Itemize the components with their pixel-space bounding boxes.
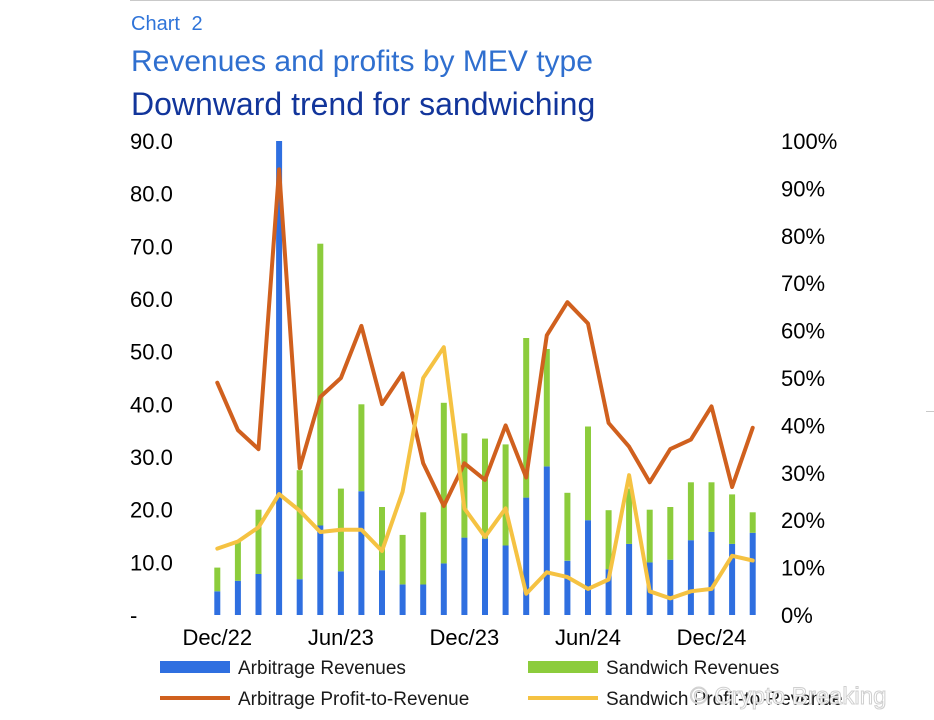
x-axis-tick-label: Jun/23 — [308, 625, 374, 650]
x-axis: Dec/22 Jun/23 Dec/23 Jun/24 Dec/24 — [182, 625, 746, 650]
left-axis: - 10.0 20.0 30.0 40.0 50.0 60.0 70.0 80.0 90.0 — [130, 129, 173, 628]
sandwich-revenue-bar — [708, 482, 715, 532]
sandwich-revenue-bar — [667, 507, 674, 560]
arbitrage-revenue-bar — [523, 497, 530, 615]
arbitrage-revenue-bar — [605, 569, 612, 615]
arbitrage-profit-line — [215, 167, 755, 508]
left-axis-tick-label: 30.0 — [130, 445, 173, 470]
arbitrage-revenue-bar — [482, 538, 488, 615]
sandwich-revenue-bar — [749, 512, 756, 533]
chart-subtitle: Revenues and profits by MEV type — [131, 45, 593, 78]
sandwich-revenue-bar — [729, 494, 736, 544]
watermark: © Crypto Breaking — [690, 683, 886, 710]
top-divider — [130, 0, 934, 1]
sandwich-profit-line — [215, 345, 755, 601]
bar-layer — [214, 141, 756, 615]
sandwich-revenue-bar — [543, 349, 550, 467]
left-axis-tick-label: 60.0 — [130, 287, 173, 312]
sandwich-revenue-bar — [626, 488, 633, 544]
arbitrage-revenue-bar — [440, 563, 447, 615]
sandwich-revenue-bar — [564, 492, 571, 561]
right-axis-tick-label: 90% — [781, 176, 825, 201]
left-axis-tick-label: - — [130, 603, 137, 628]
left-axis-tick-label: 90.0 — [130, 129, 173, 154]
right-axis-tick-label: 100% — [781, 129, 837, 154]
left-axis-tick-label: 70.0 — [130, 234, 173, 259]
arbitrage-revenue-bar — [708, 531, 715, 615]
x-axis-tick-label: Dec/23 — [430, 625, 500, 650]
legend-label: Sandwich Revenues — [606, 658, 779, 679]
right-axis-tick-label: 20% — [781, 508, 825, 533]
sandwich-revenue-bar — [461, 433, 468, 538]
left-axis-tick-label: 20.0 — [130, 498, 173, 523]
arbitrage-revenue-bar — [729, 543, 736, 615]
right-axis-tick-label: 10% — [781, 556, 825, 581]
arbitrage-revenue-bar — [234, 580, 241, 615]
x-axis-tick-label: Jun/24 — [555, 625, 621, 650]
arbitrage-revenue-bar — [317, 525, 324, 615]
arbitrage-revenue-bar — [296, 579, 303, 615]
sandwich-revenue-bar — [317, 243, 324, 526]
sandwich-revenue-bar — [646, 509, 653, 563]
legend-label: Arbitrage Revenues — [238, 658, 406, 679]
left-axis-tick-label: 80.0 — [130, 182, 173, 207]
right-axis-tick-label: 80% — [781, 224, 825, 249]
chart-number: Chart 2 — [131, 13, 203, 35]
sandwich-revenue-bar — [605, 510, 612, 570]
sandwich-revenue-bar — [214, 567, 221, 592]
arbitrage-revenue-bar — [667, 559, 674, 615]
arbitrage-revenue-bar — [626, 543, 633, 615]
legend-swatch — [528, 661, 598, 673]
legend-swatch — [160, 661, 230, 673]
arbitrage-revenue-bar — [564, 560, 571, 615]
right-axis-tick-label: 40% — [781, 413, 825, 438]
legend: Arbitrage Revenues Sandwich Revenues Arbit… — [160, 658, 843, 710]
line-layer — [215, 167, 755, 601]
sandwich-revenue-bar — [399, 534, 406, 585]
arbitrage-revenue-bar — [461, 537, 468, 615]
sandwich-revenue-bar — [255, 509, 262, 574]
sandwich-revenue-bar — [379, 507, 385, 571]
arbitrage-revenue-bar — [255, 573, 262, 615]
x-axis-tick-label: Dec/24 — [677, 625, 747, 650]
right-axis-tick-label: 50% — [781, 366, 825, 391]
right-axis-tick-label: 60% — [781, 319, 825, 344]
right-axis-tick-label: 0% — [781, 603, 813, 628]
legend-label: Arbitrage Profit-to-Revenue — [238, 689, 469, 710]
chart-title: Downward trend for sandwiching — [131, 86, 596, 122]
right-axis-tick-label: 30% — [781, 461, 825, 486]
legend-label: Sandwich Profit-to-Revenue — [606, 689, 843, 710]
sandwich-revenue-bar — [482, 438, 488, 539]
sandwich-revenue-bar — [687, 482, 694, 541]
x-axis-tick-label: Dec/22 — [182, 625, 252, 650]
arbitrage-revenue-bar — [687, 540, 694, 615]
right-axis: 0% 10% 20% 30% 40% 50% 60% 70% 80% 90% 100% — [781, 129, 837, 628]
arbitrage-revenue-bar — [543, 466, 550, 615]
arbitrage-revenue-bar — [379, 570, 385, 615]
sandwich-revenue-bar — [585, 426, 591, 521]
sandwich-revenue-bar — [296, 470, 303, 580]
arbitrage-revenue-bar — [358, 491, 365, 615]
arbitrage-revenue-bar — [749, 532, 756, 615]
arbitrage-revenue-bar — [337, 571, 344, 615]
arbitrage-revenue-bar — [276, 141, 283, 615]
right-axis-tick-label: 70% — [781, 271, 825, 296]
sandwich-revenue-bar — [440, 402, 447, 564]
sandwich-revenue-bar — [234, 541, 241, 581]
sandwich-revenue-bar — [523, 338, 530, 498]
sandwich-revenue-bar — [502, 444, 509, 546]
left-axis-tick-label: 10.0 — [130, 550, 173, 575]
arbitrage-revenue-bar — [585, 520, 591, 615]
arbitrage-revenue-bar — [399, 584, 406, 615]
arbitrage-revenue-bar — [420, 584, 427, 615]
arbitrage-revenue-bar — [214, 591, 221, 615]
left-axis-tick-label: 50.0 — [130, 340, 173, 365]
arbitrage-revenue-bar — [502, 545, 509, 615]
left-axis-tick-label: 40.0 — [130, 392, 173, 417]
sandwich-revenue-bar — [420, 512, 427, 585]
sandwich-revenue-bar — [358, 404, 365, 492]
edge-tick — [926, 411, 934, 412]
